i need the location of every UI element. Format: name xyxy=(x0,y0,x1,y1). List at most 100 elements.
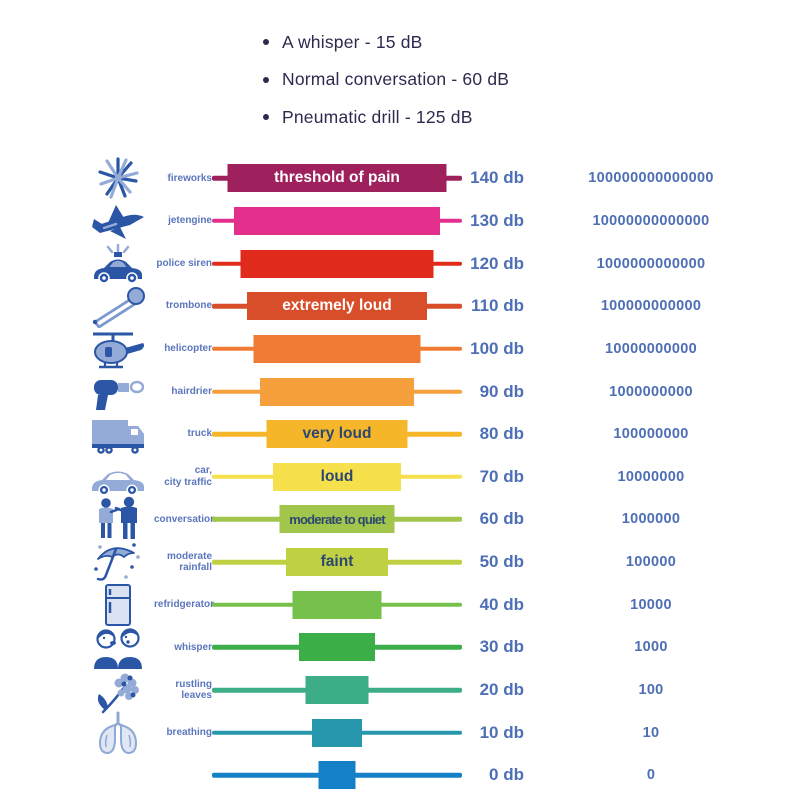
intensity-value: 10000 xyxy=(630,596,672,613)
decibel-label: 80 db xyxy=(479,424,524,444)
intensity-value: 1000000000000 xyxy=(596,255,706,272)
decibel-label: 130 db xyxy=(470,210,524,230)
fireworks-icon xyxy=(98,157,139,199)
loudness-bar: faint xyxy=(286,548,388,577)
sound-source-label: rustling leaves xyxy=(175,678,212,702)
row-icon-cell xyxy=(82,201,154,241)
loudness-bar xyxy=(312,718,362,747)
intensity-value: 100000000000 xyxy=(600,298,702,315)
decibel-label: 10 db xyxy=(479,722,524,742)
chart-row: police siren 120 db 1000000000000 xyxy=(0,242,800,285)
sound-source-label: helicopter xyxy=(164,343,212,355)
sound-source-label: fireworks xyxy=(167,172,212,184)
sound-source-label: moderate rainfall xyxy=(166,550,212,574)
intensity-value: 100000 xyxy=(625,554,677,571)
truck-icon xyxy=(92,420,144,454)
chart-row: rustling leaves 20 db 100 xyxy=(0,666,800,714)
row-icon-cell xyxy=(82,711,154,755)
chart-row: truck very loud 80 db 100000000 xyxy=(0,413,800,456)
intensity-value: 10000000 xyxy=(617,468,685,485)
car-icon xyxy=(92,471,144,495)
decibel-label: 70 db xyxy=(479,466,524,486)
loudness-bar xyxy=(240,249,434,278)
leaves-icon xyxy=(97,673,139,714)
bar-track: moderate to quiet xyxy=(212,498,462,541)
decibel-label: 120 db xyxy=(470,253,524,273)
jet-engine-icon xyxy=(92,204,144,239)
intensity-value: 100 xyxy=(638,682,664,698)
row-icon-cell xyxy=(82,284,154,329)
chart-row: breathing 10 db 10 xyxy=(0,711,800,754)
sound-source-label: breathing xyxy=(166,726,212,738)
rainfall-icon xyxy=(94,543,140,581)
sound-source-label: police siren xyxy=(156,257,212,269)
decibel-label: 110 db xyxy=(471,296,524,316)
decibel-label: 140 db xyxy=(470,168,524,188)
decibel-chart: fireworks threshold of pain 140 db 10000… xyxy=(0,157,800,797)
bar-track xyxy=(212,242,462,285)
decibel-label: 20 db xyxy=(479,680,524,699)
intensity-value: 10000000000000 xyxy=(592,212,710,229)
loudness-bar xyxy=(318,761,356,790)
loudness-bar: loud xyxy=(273,462,401,491)
bullet-dot xyxy=(263,76,269,83)
row-icon-cell xyxy=(82,328,154,370)
decibel-label: 50 db xyxy=(479,552,524,572)
row-icon-cell xyxy=(82,496,154,542)
intensity-value: 1000000 xyxy=(621,511,681,528)
bar-track: very loud xyxy=(212,413,462,456)
intensity-value: 1000000000 xyxy=(609,383,693,400)
sound-source-label: jetengine xyxy=(168,215,212,227)
intensity-value: 100000000000000 xyxy=(588,170,714,187)
row-icon-cell xyxy=(82,666,154,714)
bullet-item: A whisper - 15 dB xyxy=(263,31,509,53)
bar-track xyxy=(212,626,462,669)
loudness-bar: moderate to quiet xyxy=(279,505,395,534)
chart-row: 0 db 0 xyxy=(0,754,800,797)
loudness-bar xyxy=(253,334,421,363)
intensity-value: 100000000 xyxy=(613,426,689,443)
loudness-bar xyxy=(292,590,382,619)
intensity-value: 10000000000 xyxy=(604,340,697,357)
chart-row: fireworks threshold of pain 140 db 10000… xyxy=(0,157,800,200)
sound-source-label: trombone xyxy=(165,300,212,312)
bullet-list: A whisper - 15 dB Normal conversation - … xyxy=(263,31,509,144)
bar-track: extremely loud xyxy=(212,285,462,328)
decibel-label: 30 db xyxy=(479,637,524,657)
chart-row: helicopter 100 db 10000000000 xyxy=(0,328,800,371)
intensity-value: 10 xyxy=(642,724,660,741)
sound-source-label: hairdrier xyxy=(171,385,212,397)
bar-track xyxy=(212,754,462,797)
hairdryer-icon xyxy=(94,379,144,410)
chart-row: trombone extremely loud 110 db 100000000… xyxy=(0,284,800,329)
helicopter-icon xyxy=(93,332,145,369)
row-icon-cell xyxy=(82,625,154,670)
bar-label: moderate to quiet xyxy=(289,511,385,527)
lungs-icon xyxy=(98,711,138,754)
bar-track: threshold of pain xyxy=(212,157,462,200)
bar-label: loud xyxy=(320,467,354,485)
bar-label: extremely loud xyxy=(282,297,392,315)
decibel-label: 90 db xyxy=(479,381,524,401)
bar-track xyxy=(212,370,462,413)
bullet-item: Normal conversation - 60 dB xyxy=(263,69,509,91)
sound-source-label: truck xyxy=(187,428,212,440)
row-icon-cell xyxy=(82,539,154,585)
bullet-item: Pneumatic drill - 125 dB xyxy=(263,106,509,128)
trombone-icon xyxy=(92,287,145,329)
loudness-bar xyxy=(260,377,414,406)
bullet-text: Pneumatic drill - 125 dB xyxy=(282,106,473,127)
bullet-text: Normal conversation - 60 dB xyxy=(282,69,510,89)
bar-label: threshold of pain xyxy=(274,169,400,187)
chart-row: conversation moderate to quiet 60 db 100… xyxy=(0,496,800,542)
chart-row: jetengine 130 db 10000000000000 xyxy=(0,200,800,243)
row-icon-cell xyxy=(82,372,154,412)
decibel-label: 60 db xyxy=(479,509,524,529)
row-icon-cell xyxy=(82,583,154,627)
loudness-bar: threshold of pain xyxy=(227,164,447,193)
bar-label: very loud xyxy=(302,425,372,443)
sound-source-label: refridgerator xyxy=(154,598,215,610)
loudness-bar xyxy=(234,206,440,235)
chart-row: refridgerator 40 db 10000 xyxy=(0,583,800,626)
